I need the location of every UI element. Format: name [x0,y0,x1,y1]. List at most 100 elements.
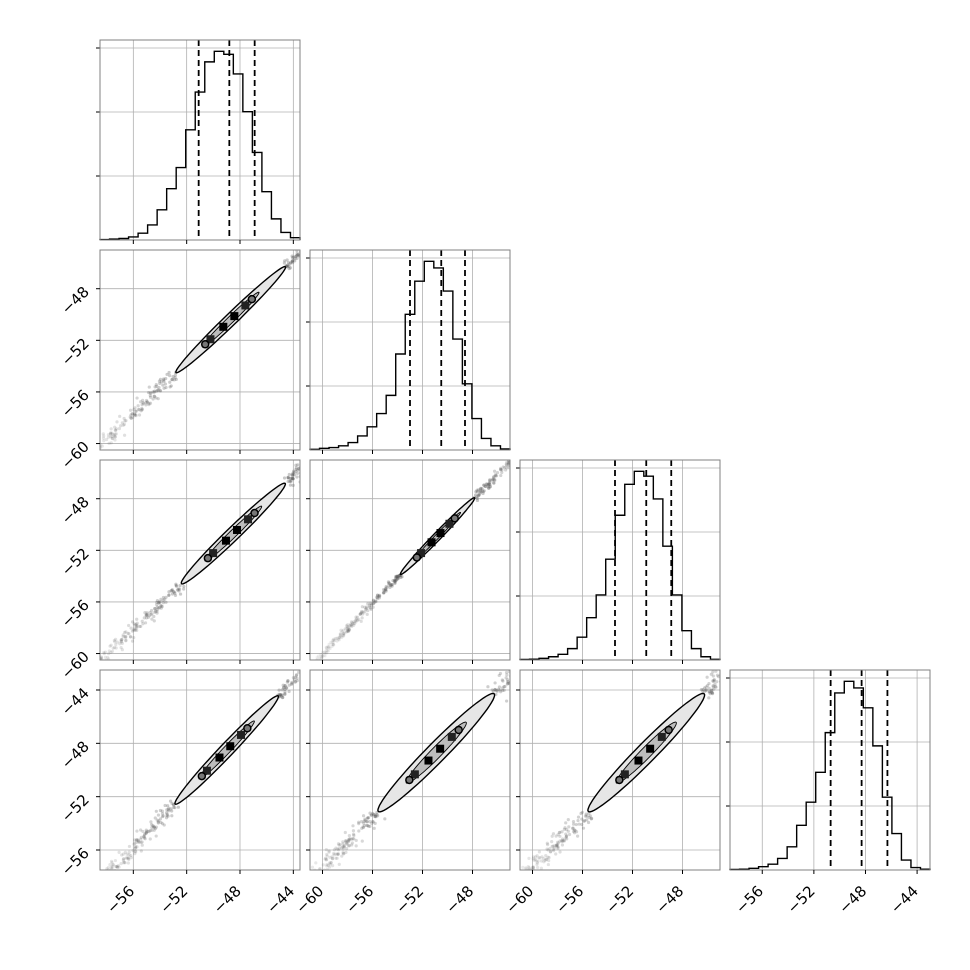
scatter-point [370,821,374,825]
panel-frame [309,249,511,451]
scatter-point [587,815,591,819]
scatter-point [487,482,491,486]
x-tick-label: −48 [210,882,245,917]
scatter-point [349,837,354,841]
scatter-point [506,463,510,467]
scatter-point [544,872,547,875]
scatter-point [576,815,581,819]
scatter-point [479,486,483,490]
scatter-point [109,650,113,654]
scatter-point [146,390,151,395]
panel-frame [729,669,931,871]
scatter-point [167,370,171,375]
scatter-point [373,815,377,819]
scatter-point [513,676,516,679]
scatter-point [308,239,311,242]
scatter-point [168,385,172,389]
scatter-point [170,592,175,596]
scatter-point [115,420,119,424]
scatter-point [531,857,535,861]
scatter-point [361,612,365,616]
scatter-point [84,460,87,463]
scatter-point [305,462,308,465]
scatter-point [352,837,356,841]
scatter-point [556,832,560,837]
scatter-point [315,878,318,881]
scatter-point [147,830,151,834]
scatter-point [507,460,510,465]
scatter-point [494,474,498,478]
scatter-point [100,655,103,660]
scatter-point [338,632,343,637]
scatter-point [133,841,137,845]
scatter-point [306,460,309,463]
scatter-point [577,822,581,826]
scatter-point [396,574,400,579]
scatter-point [533,855,538,859]
scatter-point [88,672,91,675]
scatter-point [567,825,571,829]
scatter-point [95,449,98,452]
scatter-point [481,490,486,494]
scatter-point [503,883,506,886]
scatter-point [306,878,309,881]
scatter-point [309,238,312,241]
scatter-point [116,865,120,870]
scatter-point [339,846,344,850]
scatter-point [153,610,157,614]
scatter-point [109,866,113,870]
scatter-point [712,678,716,682]
scatter-point [318,238,321,241]
scatter-point [110,861,114,865]
scatter-point [281,683,285,687]
scatter-point [711,679,715,683]
scatter-point [585,814,589,818]
scatter-point [329,861,333,865]
scatter-point [501,686,505,690]
scatter-point [345,626,349,631]
density-block [410,770,419,779]
scatter-point [477,493,481,497]
scatter-point [330,857,335,861]
scatter-point [95,873,98,876]
scatter-point [332,637,336,641]
scatter-point [487,482,491,486]
scatter-point [120,421,124,425]
scatter-point [324,858,328,862]
scatter-point [299,882,302,885]
scatter-point [102,878,105,881]
scatter-point [123,419,127,423]
scatter-point [86,674,89,677]
scatter-point [553,844,557,848]
scatter-point [479,490,483,494]
scatter-point [350,843,354,847]
scatter-point [504,670,509,675]
scatter-point [374,599,378,604]
scatter-point [574,830,579,834]
scatter-point [337,635,341,640]
scatter-point [139,400,143,404]
scatter-point [505,466,509,470]
scatter-point [293,675,298,680]
scatter-point [89,885,92,888]
scatter-point [283,687,287,692]
scatter-point [545,847,549,851]
scatter-point [172,590,176,594]
scatter-point [144,828,148,832]
scatter-point [504,676,508,680]
scatter-point [87,676,90,679]
scatter-point [95,880,98,883]
scatter-point [311,246,314,249]
scatter-point [303,247,306,250]
scatter-point [327,861,332,865]
scatter-point [100,657,103,660]
scatter-point [530,874,533,877]
scatter-point [312,451,315,454]
scatter-point [304,882,307,885]
scatter-point [337,638,341,642]
scatter-point [564,836,568,840]
scatter-point [131,628,136,632]
density-ring [450,514,459,523]
scatter-point [110,431,114,435]
scatter-point [520,876,523,879]
